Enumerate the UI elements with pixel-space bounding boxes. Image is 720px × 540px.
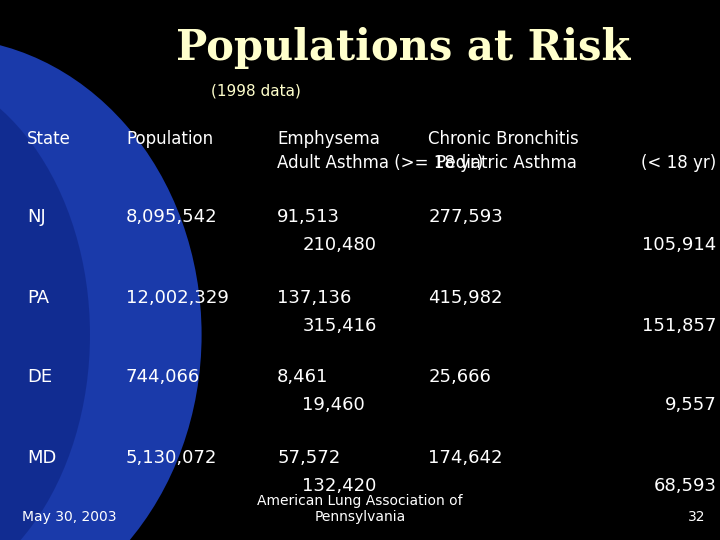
Text: Adult Asthma (>= 18 yr): Adult Asthma (>= 18 yr) (277, 154, 484, 172)
Text: 415,982: 415,982 (428, 289, 503, 307)
Text: (1998 data): (1998 data) (211, 84, 300, 99)
Text: 744,066: 744,066 (126, 368, 200, 386)
Text: 8,095,542: 8,095,542 (126, 208, 217, 226)
Text: 19,460: 19,460 (302, 396, 365, 414)
Text: 132,420: 132,420 (302, 477, 377, 495)
Text: Emphysema: Emphysema (277, 130, 380, 147)
Text: 315,416: 315,416 (302, 317, 377, 335)
Ellipse shape (0, 38, 202, 540)
Text: MD: MD (27, 449, 57, 467)
Text: State: State (27, 130, 71, 147)
Text: 277,593: 277,593 (428, 208, 503, 226)
Text: (< 18 yr): (< 18 yr) (641, 154, 716, 172)
Text: 9,557: 9,557 (665, 396, 716, 414)
Text: Chronic Bronchitis: Chronic Bronchitis (428, 130, 579, 147)
Text: 210,480: 210,480 (302, 236, 377, 254)
Text: 137,136: 137,136 (277, 289, 351, 307)
Text: Population: Population (126, 130, 213, 147)
Text: 57,572: 57,572 (277, 449, 341, 467)
Text: May 30, 2003: May 30, 2003 (22, 510, 116, 524)
Ellipse shape (0, 65, 90, 540)
Text: 8,461: 8,461 (277, 368, 328, 386)
Text: 25,666: 25,666 (428, 368, 491, 386)
Text: 174,642: 174,642 (428, 449, 503, 467)
Text: DE: DE (27, 368, 53, 386)
Text: 91,513: 91,513 (277, 208, 340, 226)
Text: 151,857: 151,857 (642, 317, 716, 335)
Text: 12,002,329: 12,002,329 (126, 289, 229, 307)
Text: 105,914: 105,914 (642, 236, 716, 254)
Text: American Lung Association of
Pennsylvania: American Lung Association of Pennsylvani… (257, 494, 463, 524)
Text: Pediatric Asthma: Pediatric Asthma (436, 154, 577, 172)
Text: NJ: NJ (27, 208, 46, 226)
Text: 32: 32 (688, 510, 706, 524)
Text: PA: PA (27, 289, 50, 307)
Text: Populations at Risk: Populations at Risk (176, 27, 630, 69)
Text: 5,130,072: 5,130,072 (126, 449, 217, 467)
Text: 68,593: 68,593 (654, 477, 716, 495)
